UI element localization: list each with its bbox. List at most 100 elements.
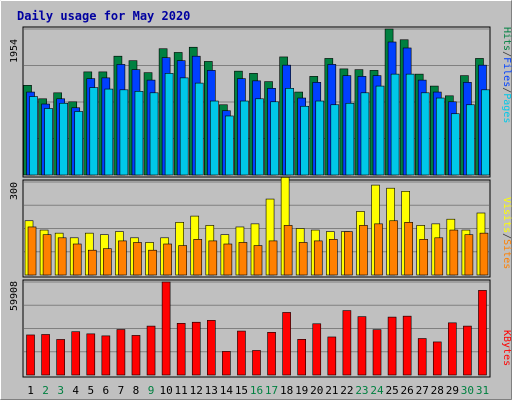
bar-pages-day-26 <box>405 73 415 176</box>
bar-sites-day-13 <box>208 240 218 276</box>
bar-kbytes-day-24 <box>372 329 382 376</box>
x-tick-label-day-23: 23 <box>355 384 368 397</box>
bar-sites-day-22 <box>344 231 353 276</box>
bar-kbytes-day-1 <box>26 334 35 376</box>
bar-pages-day-14 <box>225 115 234 176</box>
bar-sites-day-12 <box>193 239 203 276</box>
bar-kbytes-day-17 <box>267 332 276 376</box>
x-tick-label-day-10: 10 <box>159 384 172 397</box>
bar-pages-day-10 <box>164 73 174 176</box>
bar-pages-day-13 <box>210 100 219 176</box>
x-tick-label-day-3: 3 <box>57 384 64 397</box>
x-tick-label-day-26: 26 <box>401 384 414 397</box>
bar-sites-day-3 <box>57 237 67 276</box>
bar-kbytes-day-19 <box>297 338 306 376</box>
legend-kbytes: KBytes <box>501 330 512 366</box>
panel-2-max-label: 59908 <box>9 281 20 311</box>
bar-pages-day-25 <box>390 73 400 176</box>
bar-kbytes-day-10 <box>161 281 171 376</box>
x-tick-label-day-14: 14 <box>220 384 234 397</box>
bar-pages-day-11 <box>179 77 189 176</box>
bar-pages-day-18 <box>285 88 294 176</box>
bar-pages-day-2 <box>44 108 53 176</box>
x-tick-label-day-7: 7 <box>118 384 125 397</box>
bar-kbytes-day-29 <box>448 322 457 376</box>
bar-sites-day-14 <box>223 243 233 276</box>
bar-sites-day-9 <box>148 249 157 276</box>
bar-kbytes-day-31 <box>478 290 487 376</box>
x-tick-label-day-9: 9 <box>148 384 155 397</box>
bar-pages-day-1 <box>29 96 38 176</box>
x-tick-label-day-19: 19 <box>295 384 308 397</box>
x-tick-label-day-28: 28 <box>431 384 444 397</box>
bar-kbytes-day-2 <box>41 334 50 376</box>
bar-pages-day-22 <box>345 102 355 176</box>
bar-kbytes-day-22 <box>342 310 352 376</box>
bar-pages-day-4 <box>74 111 84 176</box>
legend-sep: / <box>501 51 512 57</box>
x-tick-label-day-4: 4 <box>72 384 79 397</box>
bar-pages-day-16 <box>255 98 264 176</box>
bar-pages-day-17 <box>270 101 279 176</box>
bar-sites-day-15 <box>238 242 248 276</box>
bar-kbytes-day-12 <box>191 321 201 376</box>
bar-sites-day-8 <box>133 242 142 276</box>
bar-kbytes-day-9 <box>146 325 156 376</box>
panel-0-max-label: 1954 <box>9 39 20 63</box>
panel-1-max-label: 300 <box>9 182 20 200</box>
bar-pages-day-29 <box>451 113 460 176</box>
legend-sep: / <box>501 87 512 93</box>
bar-sites-day-2 <box>42 234 52 276</box>
bar-kbytes-day-16 <box>252 350 261 376</box>
x-tick-label-day-5: 5 <box>87 384 94 397</box>
x-tick-label-day-24: 24 <box>370 384 384 397</box>
bar-kbytes-day-26 <box>402 315 412 376</box>
bar-kbytes-day-28 <box>432 341 442 376</box>
bar-pages-day-8 <box>134 91 144 176</box>
x-tick-label-day-13: 13 <box>205 384 218 397</box>
bar-kbytes-day-5 <box>86 333 96 376</box>
bar-pages-day-30 <box>466 104 475 176</box>
bar-sites-day-6 <box>103 248 112 276</box>
legend-kbytes-label: KBytes <box>501 330 512 366</box>
bar-kbytes-day-7 <box>116 329 126 376</box>
x-tick-label-day-21: 21 <box>325 384 338 397</box>
bar-kbytes-day-6 <box>101 335 111 376</box>
legend-visits: Visits <box>501 197 512 233</box>
bar-kbytes-day-11 <box>176 323 186 376</box>
bar-pages-day-6 <box>104 88 114 176</box>
x-tick-label-day-16: 16 <box>250 384 263 397</box>
bar-sites-day-4 <box>72 243 82 276</box>
legend-hits: Hits <box>501 27 512 51</box>
bar-kbytes-day-13 <box>207 320 216 376</box>
bar-sites-day-1 <box>27 226 37 276</box>
bar-kbytes-day-30 <box>463 325 472 376</box>
x-axis-day-labels: 1 2 3 4 5 6 7 8 9 10 11 12 13 14 15 16 17 18 19 20 21 22 23 24 2… <box>27 384 489 397</box>
chart-bars <box>23 28 490 376</box>
bar-sites-day-24 <box>374 223 383 276</box>
x-tick-label-day-22: 22 <box>340 384 353 397</box>
x-tick-label-day-20: 20 <box>310 384 323 397</box>
bar-pages-day-21 <box>330 104 340 176</box>
chart-title: Daily usage for May 2020 <box>17 9 190 23</box>
x-tick-label-day-29: 29 <box>446 384 459 397</box>
bar-sites-day-26 <box>404 222 413 276</box>
bar-sites-day-25 <box>389 220 398 276</box>
bar-kbytes-day-27 <box>417 338 427 376</box>
bar-pages-day-7 <box>119 89 129 176</box>
x-tick-label-day-1: 1 <box>27 384 34 397</box>
bar-pages-day-15 <box>240 100 249 176</box>
bar-sites-day-29 <box>449 229 459 276</box>
bar-sites-day-27 <box>419 239 429 276</box>
legend-pages: Pages <box>501 93 512 123</box>
bar-pages-day-9 <box>149 92 159 176</box>
bar-sites-day-31 <box>479 232 489 276</box>
x-tick-label-day-11: 11 <box>175 384 188 397</box>
bar-sites-day-28 <box>434 237 444 276</box>
bar-pages-day-19 <box>300 105 309 176</box>
x-tick-label-day-30: 30 <box>461 384 474 397</box>
bar-sites-day-17 <box>268 240 278 276</box>
bar-kbytes-day-18 <box>282 312 291 376</box>
bar-sites-day-16 <box>253 245 263 276</box>
